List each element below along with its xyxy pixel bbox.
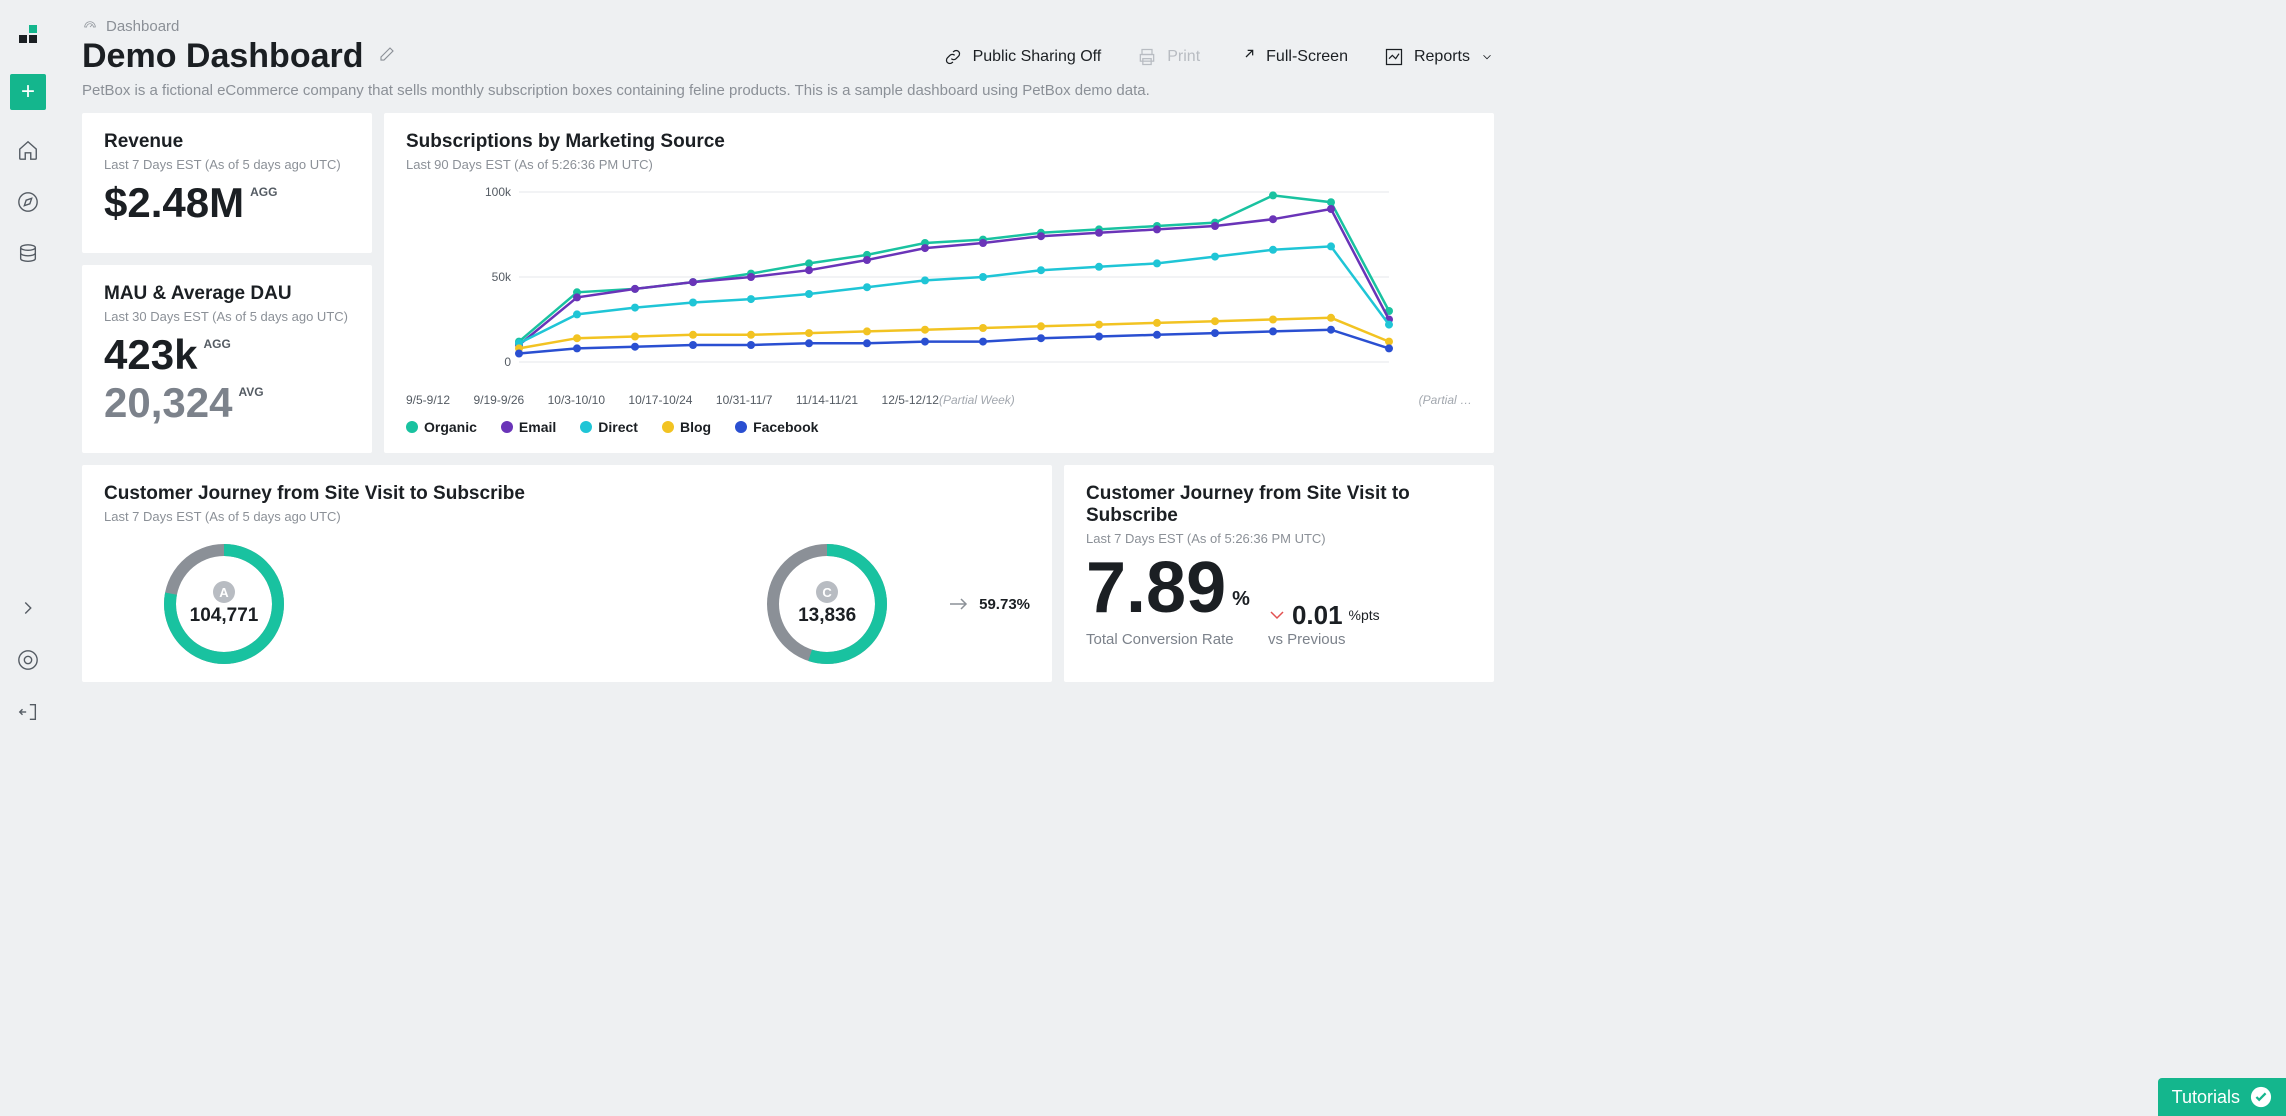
database-icon[interactable] (16, 242, 40, 266)
sharing-toggle[interactable]: Public Sharing Off (943, 47, 1102, 67)
dashboard-description: PetBox is a fictional eCommerce company … (82, 82, 1494, 99)
revenue-title: Revenue (104, 131, 350, 153)
funnel-rings: A104,771 C13,836 59.73% (104, 544, 1030, 664)
mau-sub: Last 30 Days EST (As of 5 days ago UTC) (104, 309, 350, 324)
svg-text:100k: 100k (485, 185, 512, 199)
print-label: Print (1167, 48, 1200, 66)
dau-value: 20,324 (104, 382, 232, 424)
mau-badge: AGG (203, 338, 230, 350)
chart-sub: Last 90 Days EST (As of 5:26:36 PM UTC) (406, 157, 1472, 172)
logo (16, 22, 40, 46)
trend-down-icon (1268, 606, 1286, 624)
journey-title: Customer Journey from Site Visit to Subs… (104, 483, 1030, 505)
legend-item[interactable]: Facebook (735, 419, 818, 435)
subscriptions-chart-card[interactable]: Subscriptions by Marketing Source Last 9… (384, 113, 1494, 453)
print-icon (1137, 47, 1157, 67)
conv-sub: Last 7 Days EST (As of 5:26:36 PM UTC) (1086, 531, 1472, 546)
print-button[interactable]: Print (1137, 47, 1200, 67)
journey-funnel-card[interactable]: Customer Journey from Site Visit to Subs… (82, 465, 1052, 682)
x-axis-labels: 9/5-9/129/19-9/2610/3-10/1010/17-10/2410… (406, 393, 1472, 407)
tutorials-button[interactable]: Tutorials (2158, 1078, 2286, 1116)
conv-units: %pts (1349, 607, 1380, 623)
line-chart: 0 50k 100k (406, 182, 1472, 382)
chart-legend: Organic Email Direct Blog Facebook (406, 419, 1472, 435)
tutorials-label: Tutorials (2172, 1087, 2240, 1108)
fullscreen-label: Full-Screen (1266, 48, 1348, 66)
conv-label: Total Conversion Rate (1086, 631, 1250, 648)
check-circle-icon (2250, 1086, 2272, 1108)
legend-item[interactable]: Direct (580, 419, 638, 435)
chevron-down-icon (1480, 50, 1494, 64)
chevron-right-icon[interactable] (16, 596, 40, 620)
conv-prev: vs Previous (1268, 631, 1380, 648)
breadcrumb-label: Dashboard (106, 18, 179, 35)
conversion-card[interactable]: Customer Journey from Site Visit to Subs… (1064, 465, 1494, 682)
legend-item[interactable]: Organic (406, 419, 477, 435)
link-icon (943, 47, 963, 67)
legend-item[interactable]: Blog (662, 419, 711, 435)
revenue-badge: AGG (250, 186, 277, 198)
journey-sub: Last 7 Days EST (As of 5 days ago UTC) (104, 509, 1030, 524)
revenue-card[interactable]: Revenue Last 7 Days EST (As of 5 days ag… (82, 113, 372, 253)
mau-card[interactable]: MAU & Average DAU Last 30 Days EST (As o… (82, 265, 372, 453)
fullscreen-icon (1236, 47, 1256, 67)
reports-label: Reports (1414, 48, 1470, 66)
conv-value: 7.89 (1086, 556, 1226, 621)
reports-dropdown[interactable]: Reports (1384, 47, 1494, 67)
svg-text:0: 0 (504, 355, 511, 369)
svg-text:50k: 50k (492, 270, 512, 284)
mau-title: MAU & Average DAU (104, 283, 350, 305)
main-content: Dashboard Demo Dashboard Public Sharing … (56, 0, 1524, 744)
chart-title: Subscriptions by Marketing Source (406, 131, 1472, 153)
funnel-ring: A104,771 (164, 544, 284, 664)
revenue-value: $2.48M (104, 182, 244, 224)
breadcrumb[interactable]: Dashboard (82, 18, 1494, 35)
legend-item[interactable]: Email (501, 419, 556, 435)
revenue-sub: Last 7 Days EST (As of 5 days ago UTC) (104, 157, 350, 172)
fullscreen-button[interactable]: Full-Screen (1236, 47, 1348, 67)
conv-delta: 0.01 (1292, 600, 1343, 631)
funnel-arrow: 59.73% (947, 592, 1030, 616)
conv-title: Customer Journey from Site Visit to Subs… (1086, 483, 1472, 527)
edit-icon[interactable] (378, 45, 396, 68)
home-icon[interactable] (16, 138, 40, 162)
sidebar: + (0, 0, 56, 744)
conv-pct: % (1232, 588, 1250, 611)
mau-value: 423k (104, 334, 197, 376)
add-button[interactable]: + (10, 74, 46, 110)
dau-badge: AVG (238, 386, 263, 398)
gauge-icon (82, 19, 98, 35)
page-title: Demo Dashboard (82, 37, 364, 76)
sharing-label: Public Sharing Off (973, 48, 1102, 66)
reports-icon (1384, 47, 1404, 67)
compass-icon[interactable] (16, 190, 40, 214)
help-icon[interactable] (16, 648, 40, 672)
logout-icon[interactable] (16, 700, 40, 724)
funnel-ring: C13,836 (767, 544, 887, 664)
